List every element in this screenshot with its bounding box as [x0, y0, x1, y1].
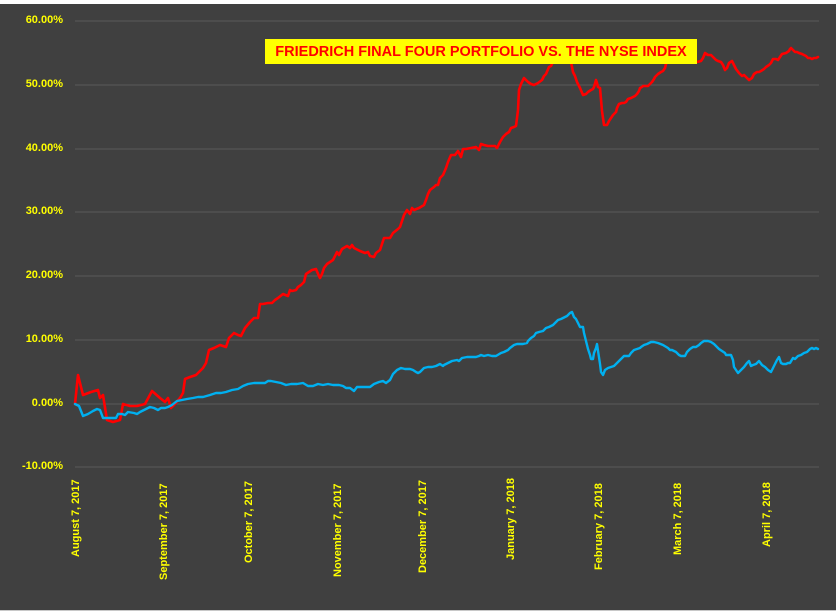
nyse-index-series-line	[73, 310, 820, 420]
x-tick-label: April 7, 2018	[761, 482, 773, 547]
y-tick-label: 20.00%	[25, 269, 63, 281]
gridlines	[75, 20, 819, 468]
x-tick-label: February 7, 2018	[593, 483, 605, 570]
y-tick-label: 10.00%	[25, 333, 63, 345]
y-tick-label: 60.00%	[25, 14, 63, 26]
y-tick-label: -10.00%	[22, 460, 63, 472]
y-tick-label: 0.00%	[31, 397, 63, 409]
y-tick-label: 40.00%	[25, 142, 63, 154]
y-tick-label: 50.00%	[25, 78, 63, 90]
x-tick-label: January 7, 2018	[505, 478, 517, 560]
x-tick-label: November 7, 2017	[332, 483, 344, 577]
plot-area	[73, 20, 820, 468]
portfolio-series-line	[73, 39, 820, 424]
x-tick-label: October 7, 2017	[243, 481, 255, 563]
y-tick-label: 30.00%	[25, 205, 63, 217]
x-tick-label: August 7, 2017	[70, 479, 82, 557]
spreadsheet-footer-border	[0, 610, 836, 614]
x-tick-label: March 7, 2018	[672, 482, 684, 555]
chart-area[interactable]: FRIEDRICH FINAL FOUR PORTFOLIO VS. THE N…	[0, 4, 836, 610]
x-tick-label: September 7, 2017	[158, 483, 170, 580]
chart-title: FRIEDRICH FINAL FOUR PORTFOLIO VS. THE N…	[275, 43, 687, 60]
chart-title-box: FRIEDRICH FINAL FOUR PORTFOLIO VS. THE N…	[265, 39, 697, 64]
x-tick-label: December 7, 2017	[417, 480, 429, 573]
